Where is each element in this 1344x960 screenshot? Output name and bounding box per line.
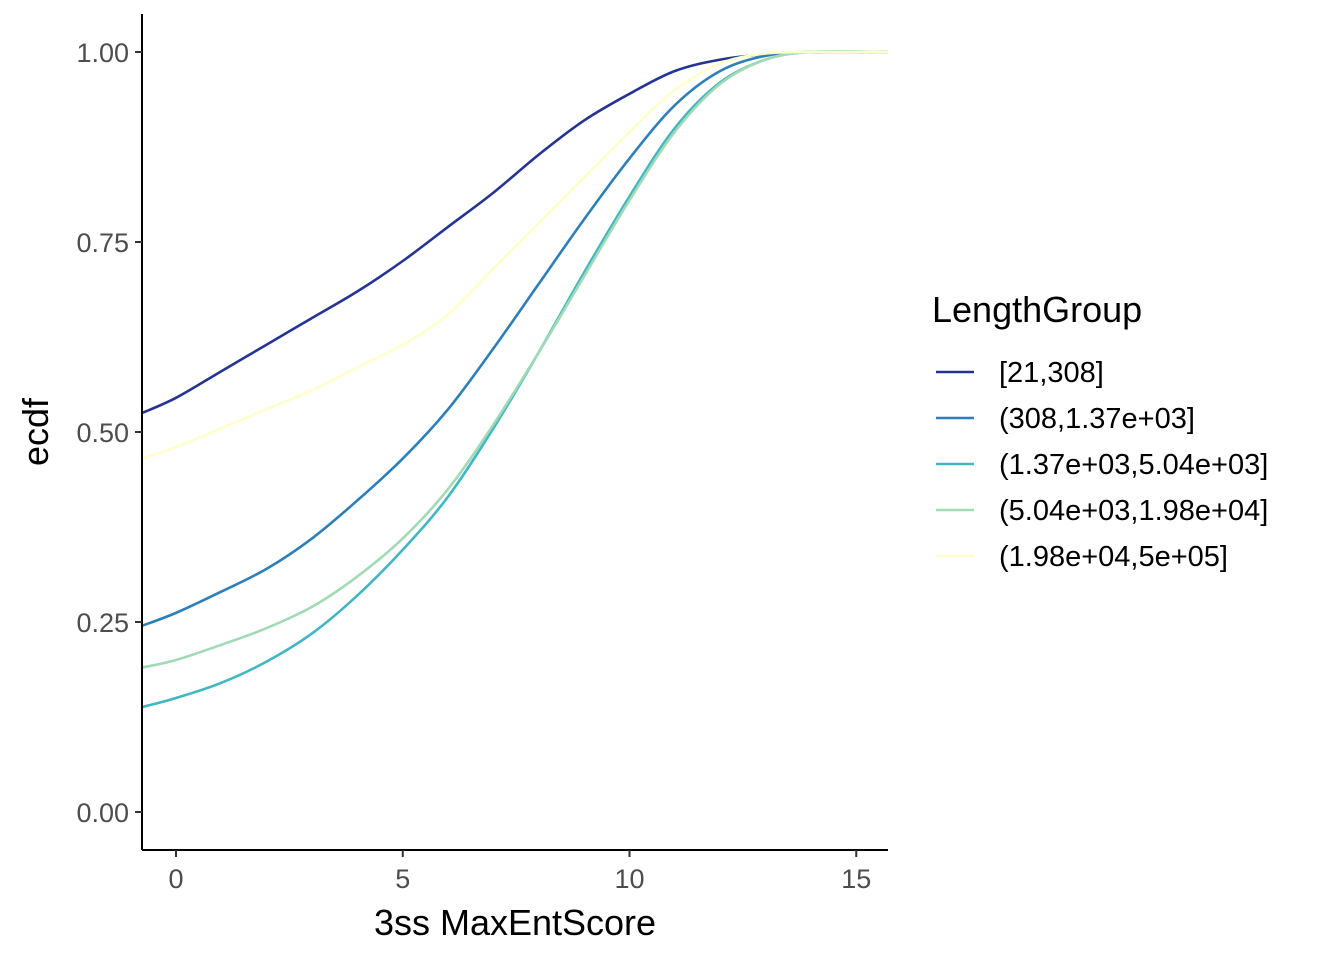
- legend-items: [21,308] (308,1.37e+03] (1.37e+03,5.04e+03…: [936, 357, 1268, 573]
- y-tick-label: 0.25: [76, 608, 129, 638]
- legend-label-1: [21,308]: [999, 357, 1104, 389]
- legend: LengthGroup [21,308] (308,1.37e+03] (1.37e…: [932, 289, 1268, 573]
- y-tick-label: 0.00: [76, 798, 129, 828]
- legend-label-5: (1.98e+04,5e+05]: [999, 541, 1228, 573]
- y-axis-ticks: 0.00 0.25 0.50 0.75 1.00: [76, 38, 142, 828]
- series-line-1: [141, 50, 889, 415]
- series-line-4: [141, 50, 889, 669]
- series-line-3: [141, 50, 889, 709]
- series-line-2: [141, 50, 889, 628]
- x-tick-label: 0: [168, 864, 183, 894]
- legend-label-2: (308,1.37e+03]: [999, 403, 1195, 435]
- x-tick-label: 15: [841, 864, 871, 894]
- y-axis-title: ecdf: [15, 397, 56, 466]
- x-tick-label: 10: [614, 864, 644, 894]
- legend-label-3: (1.37e+03,5.04e+03]: [999, 449, 1268, 481]
- legend-label-4: (5.04e+03,1.98e+04]: [999, 495, 1268, 527]
- y-tick-label: 1.00: [76, 38, 129, 68]
- plot-lines: [141, 50, 889, 709]
- y-tick-label: 0.50: [76, 418, 129, 448]
- x-axis-ticks: 0 5 10 15: [168, 850, 871, 894]
- y-tick-label: 0.75: [76, 228, 129, 258]
- x-tick-label: 5: [395, 864, 410, 894]
- legend-title: LengthGroup: [932, 289, 1142, 330]
- series-line-5: [141, 50, 889, 460]
- x-axis-title: 3ss MaxEntScore: [374, 902, 656, 943]
